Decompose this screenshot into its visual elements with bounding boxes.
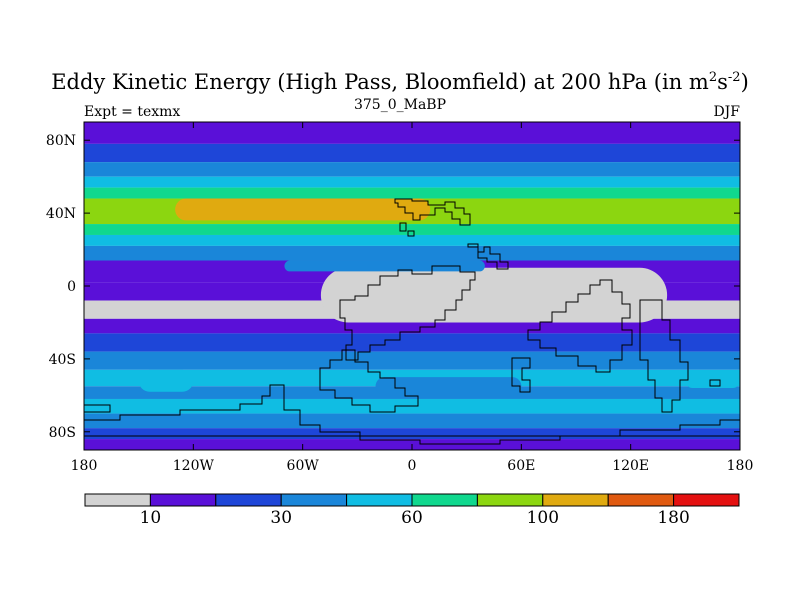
colorbar-swatch-6 xyxy=(476,493,544,507)
coastline-east-peninsula xyxy=(639,299,689,413)
coastline-equatorial-continent xyxy=(467,243,509,270)
coastline-island-2 xyxy=(407,230,415,237)
colorbar-label-1: 30 xyxy=(270,508,292,528)
y-tick-label-1: 40N xyxy=(46,206,76,222)
colorbar-swatch-0 xyxy=(84,493,151,507)
contour-band-1 xyxy=(84,143,740,163)
colorbar-swatch-9 xyxy=(673,493,740,507)
colorbar-swatch-7 xyxy=(542,493,609,507)
chart-title: Eddy Kinetic Energy (High Pass, Bloomfie… xyxy=(51,70,749,94)
contour-region-2 xyxy=(284,260,485,272)
colorbar-swatch-4 xyxy=(346,493,413,507)
contour-band-0 xyxy=(84,122,740,144)
contour-band-18 xyxy=(84,413,740,429)
x-tick-label-0: 180 xyxy=(71,458,98,474)
contour-band-8 xyxy=(84,245,740,261)
x-tick-label-2: 60W xyxy=(287,458,320,474)
x-tick-label-1: 120W xyxy=(173,458,215,474)
colorbar-swatch-2 xyxy=(215,493,282,507)
coastline-north-america xyxy=(394,198,471,226)
contour-band-19 xyxy=(84,428,740,440)
contour-band-13 xyxy=(84,333,740,352)
x-tick-label-5: 120E xyxy=(612,458,649,474)
colorbar-swatch-8 xyxy=(607,493,675,507)
colorbar-label-2: 60 xyxy=(401,508,423,528)
coastline-small-island xyxy=(399,222,407,232)
coastline-large-continent xyxy=(339,265,476,361)
coastline-east-continent xyxy=(527,279,633,373)
y-tick-label-2: 0 xyxy=(67,279,76,295)
contour-band-14 xyxy=(84,351,740,370)
contour-region-3 xyxy=(138,369,194,392)
y-tick-label-0: 80N xyxy=(46,133,76,149)
x-tick-label-6: 180 xyxy=(727,458,754,474)
x-axis: 180 120W 60W 0 60E 120E 180 xyxy=(71,122,754,474)
coastline-far-east-island xyxy=(709,379,721,387)
season-label: DJF xyxy=(713,104,740,120)
contour-region-0 xyxy=(175,198,431,221)
contour-band-3 xyxy=(84,176,740,188)
colorbar-swatch-5 xyxy=(411,493,478,507)
coastline-south-mainland xyxy=(319,349,419,413)
experiment-label: Expt = texmx xyxy=(84,104,181,120)
colorbar-label-0: 10 xyxy=(140,508,162,528)
y-tick-label-4: 80S xyxy=(49,425,76,441)
contour-band-4 xyxy=(84,187,740,199)
chart-subtitle: 375_0_MaBP xyxy=(353,97,447,113)
contour-band-6 xyxy=(84,224,740,235)
contour-region-4 xyxy=(375,377,522,396)
y-axis: 80N 40N 0 40S 80S xyxy=(46,133,740,441)
coastline-antarctic xyxy=(83,384,741,445)
colorbar-swatch-1 xyxy=(149,493,217,507)
colorbar-label-4: 180 xyxy=(657,508,689,528)
x-tick-label-3: 0 xyxy=(408,458,417,474)
x-tick-label-4: 60E xyxy=(507,458,535,474)
colorbar: 10 30 60 100 180 xyxy=(84,493,740,528)
colorbar-label-3: 100 xyxy=(527,508,559,528)
colorbar-swatch-3 xyxy=(280,493,348,507)
plot-area xyxy=(84,122,740,450)
coastline-outlines xyxy=(83,198,741,445)
coastline-south-east xyxy=(511,357,531,393)
contour-region-1 xyxy=(320,267,668,323)
y-tick-label-3: 40S xyxy=(49,352,76,368)
contour-band-7 xyxy=(84,234,740,246)
contour-band-2 xyxy=(84,162,740,177)
contour-region-5 xyxy=(685,373,740,389)
